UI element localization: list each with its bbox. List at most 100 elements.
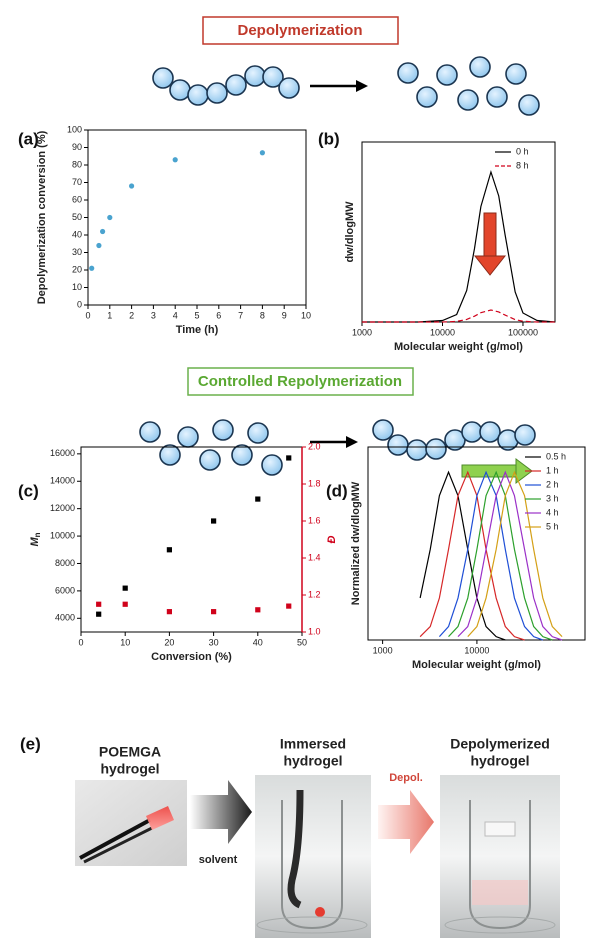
y-axis-label-sub: n (33, 532, 42, 537)
y-tick-label: 4000 (55, 613, 75, 623)
y-axis-label-main: Depolymerization conversion (%) (36, 130, 48, 304)
x-tick-label: 0 (78, 637, 83, 647)
y-axis-label: Normalized dw/dlogMW (350, 481, 362, 605)
y2-tick-label: 1.2 (308, 589, 321, 599)
y2-tick-label: 1.8 (308, 478, 321, 488)
x-tick-label: 1 (107, 310, 112, 320)
y-tick-label: 12000 (50, 503, 75, 513)
y-tick-label: 90 (72, 142, 82, 152)
y-tick-label: 10 (72, 282, 82, 292)
y-axis-label-main: dw/dlogMW (344, 201, 356, 263)
photo-poemga (75, 780, 187, 866)
point (96, 601, 102, 607)
beads-repol (139, 419, 536, 476)
series-line (419, 470, 525, 641)
x-tick-label: 50 (297, 637, 307, 647)
y2-tick-label: 1.0 (308, 626, 321, 636)
legend-label: 4 h (546, 507, 559, 517)
x-tick-label: 100000 (508, 327, 538, 337)
x-tick-label: 10000 (430, 327, 455, 337)
panel-label: (d) (326, 481, 348, 500)
point (100, 228, 106, 235)
x-tick-label: 10000 (464, 645, 489, 655)
point (211, 609, 217, 615)
legend-label: 3 h (546, 493, 559, 503)
point (96, 242, 102, 249)
x-tick-label: 30 (209, 637, 219, 647)
y-tick-label: 80 (72, 159, 82, 169)
point (211, 518, 217, 524)
beads-depol (152, 56, 540, 116)
legend-label: 8 h (516, 160, 529, 170)
series-line (362, 169, 556, 323)
point (89, 265, 95, 271)
chart: (c) 0 10 20 30 40 50 4000 6000 8000 10000 12000 1400… (18, 441, 338, 663)
y-tick-label: 10000 (50, 530, 75, 540)
y2-tick-label: 1.6 (308, 515, 321, 525)
y2-tick-label: 1.4 (308, 552, 321, 562)
decrease-arrow (473, 212, 507, 276)
y-axis-label-main: M (29, 537, 41, 547)
photo-title: hydrogel (283, 753, 342, 769)
photo-immersed (255, 775, 371, 938)
x-axis-label: Molecular weight (g/mol) (412, 659, 541, 671)
series-line (448, 470, 553, 641)
y-tick-label: 100 (67, 124, 82, 134)
series-line (419, 470, 506, 641)
chart: (d) 1000 10000 Molecular weight (g/mol) Norm… (326, 446, 586, 671)
photo-title: Depolymerized (450, 736, 550, 752)
panel-label: (c) (18, 481, 39, 500)
x-axis-label: Conversion (%) (151, 651, 232, 663)
x-tick-label: 8 (260, 310, 265, 320)
y-tick-label: 14000 (50, 476, 75, 486)
y-tick-label: 0 (77, 299, 82, 309)
y-tick-label: 6000 (55, 585, 75, 595)
x-tick-label: 4 (173, 310, 178, 320)
point (122, 601, 128, 607)
y2-tick-label: 2.0 (308, 441, 321, 451)
x-tick-label: 10 (120, 637, 130, 647)
point (166, 609, 172, 615)
photo-title: POEMGA (99, 744, 161, 760)
x-axis-label: Time (h) (176, 324, 219, 336)
y-tick-label: 50 (72, 212, 82, 222)
x-tick-label: 9 (282, 310, 287, 320)
y-tick-label: 70 (72, 177, 82, 187)
panel-label: (b) (318, 129, 340, 148)
legend-label: 1 h (546, 465, 559, 475)
x-tick-label: 1000 (352, 327, 372, 337)
y-tick-label: 20 (72, 264, 82, 274)
y-axis-label: Depolymerization conversion (%) (36, 130, 48, 304)
point (286, 455, 292, 461)
banner-text: Controlled Repolymerization (198, 373, 402, 390)
depol-arrow (378, 790, 434, 854)
point (122, 585, 128, 591)
y-axis-label: Mn (29, 532, 42, 546)
y-axis-label: dw/dlogMW (344, 201, 356, 263)
point (129, 183, 135, 189)
x-axis-label: Molecular weight (g/mol) (394, 341, 523, 353)
photo-title: Immersed (280, 736, 346, 752)
photo-title: hydrogel (470, 753, 529, 769)
banner-text: Depolymerization (237, 22, 362, 39)
point (286, 603, 292, 609)
plot-frame (361, 141, 556, 323)
point (255, 496, 261, 502)
legend-label: 5 h (546, 521, 559, 531)
chart: (a)0 1 2 3 4 5 6 7 8 9 100102030405060708090100Tim… (18, 124, 311, 336)
point (172, 157, 178, 163)
photo-title: hydrogel (100, 761, 159, 777)
solvent-arrow (190, 780, 252, 844)
shift-arrow (461, 458, 533, 484)
legend-label: 0.5 h (546, 451, 566, 461)
x-tick-label: 2 (129, 310, 134, 320)
y-tick-label: 16000 (50, 448, 75, 458)
banner-depol: Depolymerization (202, 16, 399, 45)
x-tick-label: 20 (164, 637, 174, 647)
x-tick-label: 6 (216, 310, 221, 320)
x-tick-label: 1000 (373, 645, 393, 655)
chart: (b) 1000 10000 100000 Molecular weight (g/mo… (318, 129, 556, 353)
panel-label: (e) (20, 734, 41, 753)
legend-label: 2 h (546, 479, 559, 489)
